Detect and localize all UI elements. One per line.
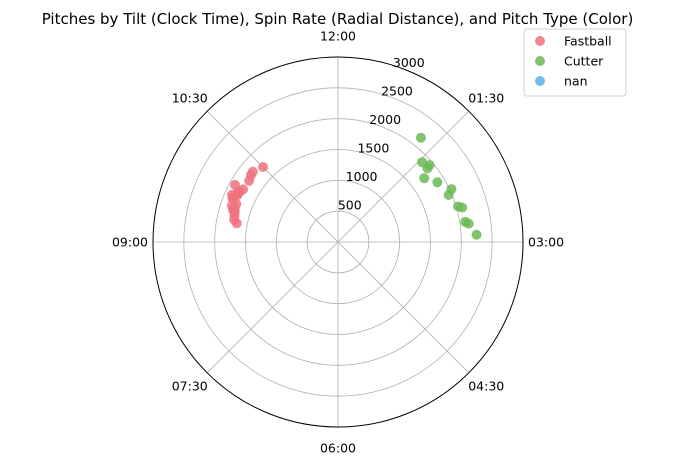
chart-title: Pitches by Tilt (Clock Time), Spin Rate … bbox=[42, 10, 634, 28]
legend: Fastball Cutter nan bbox=[523, 28, 627, 97]
angular-tick-label: 07:30 bbox=[172, 379, 208, 394]
radial-tick-label: 2500 bbox=[381, 84, 413, 99]
data-point bbox=[422, 163, 433, 174]
legend-marker bbox=[535, 56, 545, 66]
data-point bbox=[443, 190, 454, 201]
angular-gridline bbox=[337, 110, 470, 243]
data-point bbox=[231, 218, 242, 229]
angular-gridline bbox=[337, 241, 470, 374]
angular-tick-label: 10:30 bbox=[172, 90, 208, 105]
data-point bbox=[244, 175, 255, 186]
data-point bbox=[471, 229, 482, 240]
angular-tick-label: 01:30 bbox=[468, 90, 504, 105]
legend-label: Fastball bbox=[564, 34, 612, 49]
angular-tick-label: 04:30 bbox=[468, 379, 504, 394]
legend-marker bbox=[535, 76, 545, 86]
angular-tick-label: 03:00 bbox=[528, 235, 564, 250]
data-point bbox=[457, 202, 468, 213]
angular-tick-label: 12:00 bbox=[320, 29, 356, 44]
angular-tick-labels: 12:00 01:30 03:00 04:30 06:00 07:30 09:00 10:30 bbox=[112, 29, 564, 456]
legend-marker bbox=[535, 36, 545, 46]
legend-box bbox=[523, 28, 627, 97]
data-point bbox=[257, 161, 268, 172]
radial-tick-label: 3000 bbox=[393, 55, 425, 70]
radial-tick-label: 2000 bbox=[369, 112, 401, 127]
radial-tick-labels: 500 1000 1500 2000 2500 3000 bbox=[338, 55, 425, 212]
radial-tick-label: 1000 bbox=[346, 169, 378, 184]
polar-grid bbox=[153, 57, 523, 427]
data-point bbox=[419, 173, 430, 184]
data-point bbox=[463, 218, 474, 229]
polar-frame bbox=[152, 56, 524, 428]
legend-label: Cutter bbox=[564, 54, 604, 69]
radial-tick-label: 1500 bbox=[357, 141, 389, 156]
angular-gridline bbox=[206, 241, 339, 374]
data-points bbox=[226, 132, 482, 240]
data-point bbox=[415, 132, 426, 143]
legend-label: nan bbox=[564, 74, 588, 89]
data-point bbox=[432, 177, 443, 188]
angular-tick-label: 06:00 bbox=[320, 441, 356, 456]
angular-gridline bbox=[206, 110, 339, 243]
angular-tick-label: 09:00 bbox=[112, 235, 148, 250]
radial-tick-label: 500 bbox=[338, 198, 362, 213]
